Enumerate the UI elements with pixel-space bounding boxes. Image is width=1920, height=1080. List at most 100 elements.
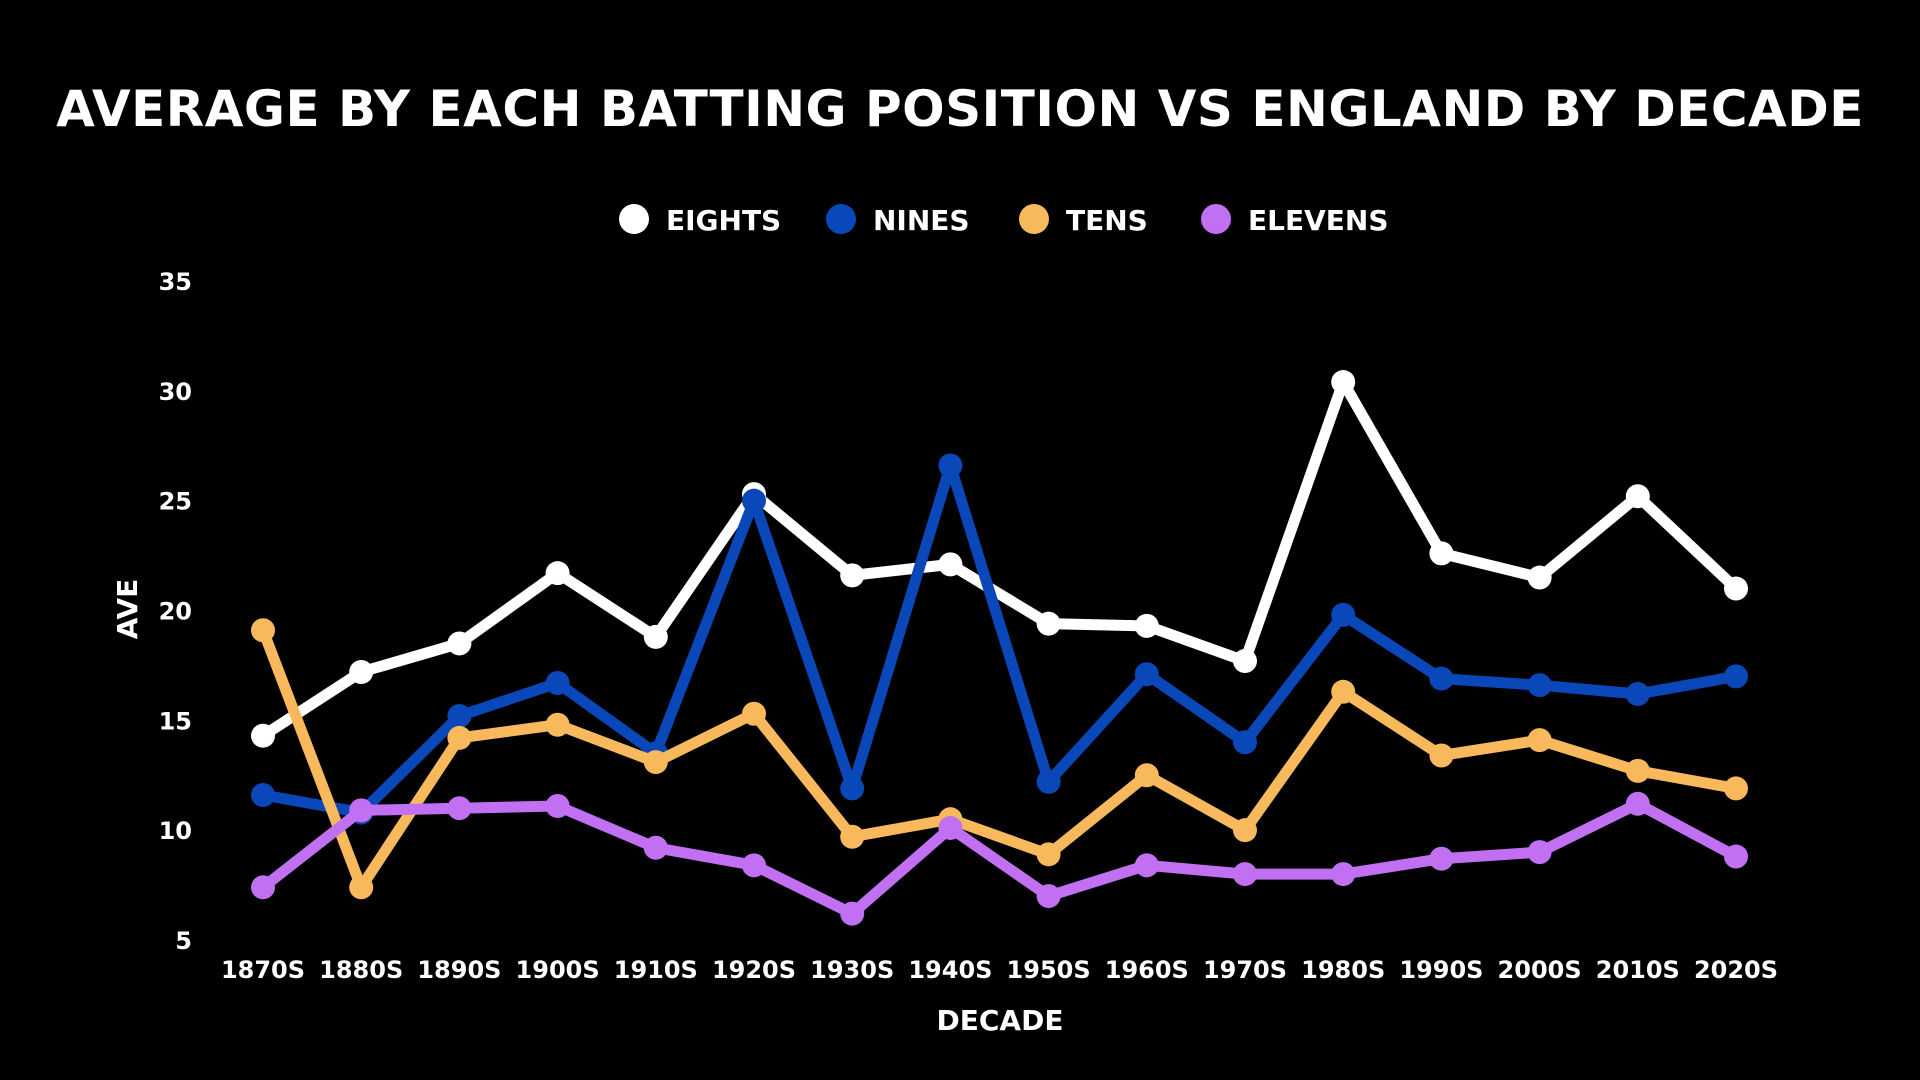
- legend-marker: [1019, 204, 1049, 234]
- legend-label: NINES: [873, 204, 970, 237]
- data-point: [251, 723, 275, 748]
- legend-label: TENS: [1066, 204, 1148, 237]
- data-point: [1429, 743, 1454, 768]
- data-point: [1625, 791, 1650, 816]
- data-point: [742, 701, 766, 726]
- data-point: [447, 703, 472, 728]
- y-tick-label: 20: [159, 598, 192, 626]
- data-point: [840, 901, 865, 926]
- data-point: [1134, 662, 1159, 687]
- data-point: [251, 875, 275, 900]
- data-point: [349, 875, 374, 900]
- chart-title: AVERAGE BY EACH BATTING POSITION VS ENGL…: [56, 80, 1864, 138]
- data-point: [1233, 649, 1257, 674]
- y-tick-label: 5: [175, 927, 192, 955]
- data-point: [742, 488, 766, 513]
- x-tick-label: 2010S: [1596, 956, 1680, 984]
- x-tick-label: 1920S: [712, 956, 796, 984]
- y-tick-label: 25: [159, 488, 192, 516]
- data-point: [1724, 664, 1748, 689]
- data-point: [349, 798, 374, 823]
- x-tick-label: 1870S: [221, 956, 305, 984]
- x-tick-label: 1950S: [1007, 956, 1091, 984]
- data-point: [840, 824, 865, 849]
- data-point: [1036, 842, 1061, 867]
- data-point: [1036, 884, 1061, 909]
- data-point: [643, 750, 668, 775]
- data-point: [447, 725, 472, 750]
- data-point: [1036, 611, 1061, 636]
- series-elevens: [251, 791, 1748, 926]
- chart-legend: EIGHTS NINES TENS ELEVENS: [619, 204, 1389, 237]
- data-point: [1036, 769, 1061, 794]
- data-point: [1429, 541, 1454, 566]
- data-point: [545, 712, 570, 737]
- data-point: [1625, 681, 1650, 706]
- legend-label: EIGHTS: [666, 204, 781, 237]
- data-point: [447, 631, 472, 656]
- legend-item-eights: EIGHTS: [619, 204, 781, 237]
- data-point: [447, 796, 472, 821]
- y-axis-ticks: 5 10 15 20 25 30 35: [159, 268, 192, 955]
- data-point: [643, 624, 668, 649]
- data-point: [251, 783, 275, 808]
- data-point: [938, 453, 963, 478]
- x-tick-label: 1990S: [1399, 956, 1483, 984]
- data-point: [742, 853, 766, 878]
- data-point: [349, 660, 374, 685]
- data-point: [1527, 728, 1552, 753]
- data-point: [1724, 844, 1748, 869]
- data-point: [1331, 679, 1356, 704]
- data-point: [1233, 818, 1257, 843]
- data-point: [1233, 862, 1257, 887]
- legend-marker: [619, 204, 649, 234]
- data-point: [1233, 730, 1257, 755]
- legend-marker: [826, 204, 856, 234]
- series-tens: [251, 618, 1748, 900]
- x-tick-label: 1930S: [810, 956, 894, 984]
- series-line: [257, 460, 1742, 819]
- x-tick-label: 1960S: [1105, 956, 1189, 984]
- x-tick-label: 1940S: [908, 956, 992, 984]
- data-point: [545, 670, 570, 695]
- data-point: [1625, 484, 1650, 509]
- series-eights: [251, 370, 1748, 748]
- data-point: [1527, 673, 1552, 698]
- x-tick-label: 2000S: [1498, 956, 1582, 984]
- data-point: [1429, 846, 1454, 871]
- data-point: [1429, 666, 1454, 691]
- data-point: [1331, 602, 1356, 627]
- x-tick-label: 1980S: [1301, 956, 1385, 984]
- legend-item-tens: TENS: [1019, 204, 1148, 237]
- data-point: [1331, 370, 1356, 395]
- y-tick-label: 35: [159, 268, 192, 296]
- legend-item-nines: NINES: [826, 204, 970, 237]
- data-point: [1331, 862, 1356, 887]
- y-axis-title: AVE: [111, 579, 144, 640]
- legend-item-elevens: ELEVENS: [1201, 204, 1389, 237]
- data-point: [545, 561, 570, 586]
- x-axis-title: DECADE: [937, 1004, 1064, 1037]
- x-tick-label: 1890S: [417, 956, 501, 984]
- data-point: [938, 552, 963, 577]
- x-tick-label: 2020S: [1694, 956, 1778, 984]
- x-tick-label: 1880S: [319, 956, 403, 984]
- series-line: [257, 624, 1742, 893]
- data-point: [1134, 613, 1159, 638]
- x-tick-label: 1970S: [1203, 956, 1287, 984]
- data-point: [643, 835, 668, 860]
- x-tick-label: 1910S: [614, 956, 698, 984]
- y-tick-label: 10: [159, 817, 192, 845]
- series-layer: [251, 370, 1748, 926]
- x-axis-ticks: 1870S 1880S 1890S 1900S 1910S 1920S 1930S 1940S…: [221, 956, 1778, 984]
- data-point: [251, 618, 275, 643]
- data-point: [938, 815, 963, 840]
- data-point: [1134, 763, 1159, 788]
- data-point: [1527, 840, 1552, 865]
- series-line: [257, 798, 1742, 920]
- series-line: [257, 376, 1742, 742]
- data-point: [1724, 576, 1748, 601]
